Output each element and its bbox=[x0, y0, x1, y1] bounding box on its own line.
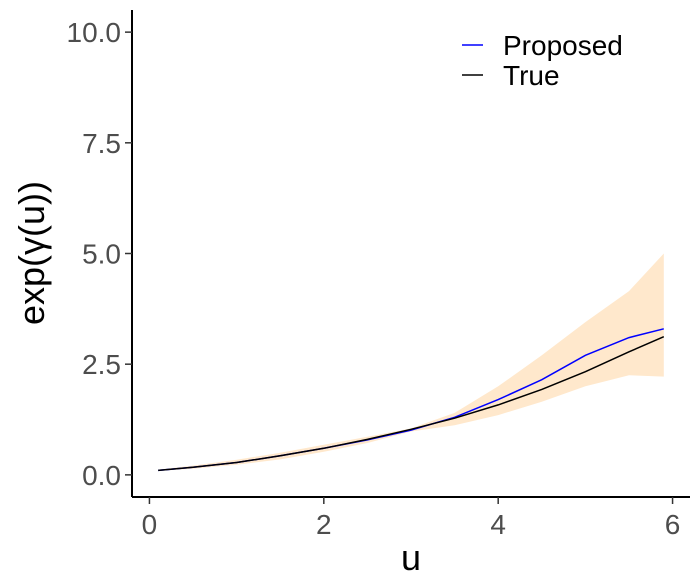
confidence-band-layer bbox=[158, 253, 664, 471]
y-tick-label: 2.5 bbox=[82, 349, 121, 380]
x-tick-label: 0 bbox=[142, 509, 158, 540]
x-tick-label: 4 bbox=[490, 509, 506, 540]
y-tick-label: 0.0 bbox=[82, 460, 121, 491]
axes bbox=[131, 10, 690, 498]
x-axis-title: u bbox=[401, 537, 421, 578]
x-ticks: 0 2 4 6 bbox=[142, 497, 681, 540]
series-line-true bbox=[158, 336, 665, 472]
confidence-band bbox=[158, 253, 664, 471]
series-layer bbox=[158, 328, 665, 472]
y-tick-label: 5.0 bbox=[82, 239, 121, 270]
x-tick-label: 2 bbox=[316, 509, 332, 540]
y-tick-label: 7.5 bbox=[82, 128, 121, 159]
x-tick-label: 6 bbox=[665, 509, 681, 540]
legend-label-true: True bbox=[503, 60, 560, 91]
y-ticks: 0.0 2.5 5.0 7.5 10.0 bbox=[67, 17, 132, 491]
y-tick-label: 10.0 bbox=[67, 17, 122, 48]
y-axis-title: exp(γ(u)) bbox=[11, 181, 52, 325]
legend-label-proposed: Proposed bbox=[503, 30, 623, 61]
